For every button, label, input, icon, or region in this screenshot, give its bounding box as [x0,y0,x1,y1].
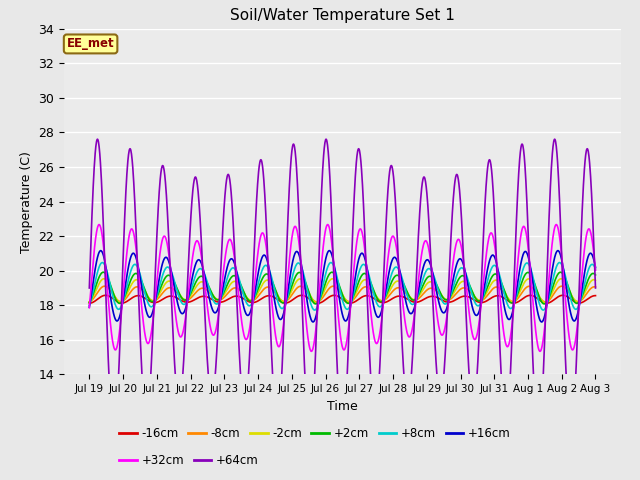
-8cm [577,298,584,303]
-2cm [557,276,565,282]
-2cm [125,286,133,292]
+2cm [557,269,564,275]
-2cm [577,297,584,303]
-2cm [86,299,93,305]
Line: +64cm: +64cm [90,139,595,436]
Legend: +32cm, +64cm: +32cm, +64cm [115,450,264,472]
+16cm [86,304,93,310]
+16cm [577,294,584,300]
-16cm [86,300,93,306]
+16cm [276,316,284,322]
+32cm [509,318,516,324]
+32cm [536,348,544,354]
-8cm [276,296,284,301]
-16cm [136,293,144,299]
+16cm [492,258,500,264]
+64cm [534,433,542,439]
Y-axis label: Temperature (C): Temperature (C) [20,151,33,252]
-8cm [541,299,549,305]
+8cm [556,260,563,265]
+8cm [540,307,547,313]
+64cm [86,285,93,291]
+32cm [125,233,133,239]
+2cm [86,300,93,305]
Line: +8cm: +8cm [90,263,595,310]
-8cm [136,285,144,291]
+8cm [276,303,284,309]
+2cm [492,271,500,277]
+32cm [577,285,584,291]
Text: EE_met: EE_met [67,37,115,50]
X-axis label: Time: Time [327,400,358,413]
+8cm [136,271,144,276]
-8cm [492,284,500,290]
+64cm [492,243,500,249]
+64cm [591,285,599,291]
-16cm [492,293,500,299]
-2cm [492,277,500,283]
-2cm [509,299,516,305]
+64cm [125,148,133,154]
-2cm [136,279,144,285]
+8cm [577,297,584,302]
-8cm [591,284,599,290]
+8cm [509,304,516,310]
-2cm [591,277,599,283]
-16cm [509,300,516,306]
Title: Soil/Water Temperature Set 1: Soil/Water Temperature Set 1 [230,9,455,24]
+2cm [125,281,133,287]
+16cm [125,260,133,266]
-2cm [541,300,548,305]
+8cm [86,303,93,309]
+2cm [577,296,584,302]
+2cm [591,272,599,278]
+16cm [538,319,545,325]
+8cm [125,274,133,279]
+64cm [509,321,516,327]
Line: +16cm: +16cm [90,251,595,322]
-16cm [276,298,284,304]
-8cm [558,283,566,289]
Line: -16cm: -16cm [90,295,595,303]
Line: -8cm: -8cm [90,286,595,302]
+64cm [577,241,584,247]
+64cm [136,327,144,333]
Line: +2cm: +2cm [90,272,595,304]
Line: +32cm: +32cm [90,225,595,351]
+8cm [591,266,599,272]
+2cm [276,297,284,302]
+8cm [492,263,500,269]
+32cm [552,222,560,228]
+16cm [591,264,599,270]
+32cm [276,343,284,349]
+32cm [492,252,500,257]
+64cm [276,408,284,414]
+32cm [86,305,93,311]
Line: -2cm: -2cm [90,279,595,302]
-16cm [125,297,133,303]
+16cm [509,310,516,315]
+16cm [554,248,562,253]
-2cm [276,296,284,301]
+32cm [591,267,599,273]
-8cm [125,291,133,297]
-16cm [559,292,566,298]
+32cm [136,286,144,291]
-16cm [577,300,584,306]
-8cm [509,299,516,304]
+2cm [136,275,144,280]
+16cm [136,274,144,279]
+2cm [540,301,548,307]
+64cm [551,136,559,142]
-8cm [86,299,93,305]
-16cm [591,293,599,299]
+2cm [509,300,516,306]
